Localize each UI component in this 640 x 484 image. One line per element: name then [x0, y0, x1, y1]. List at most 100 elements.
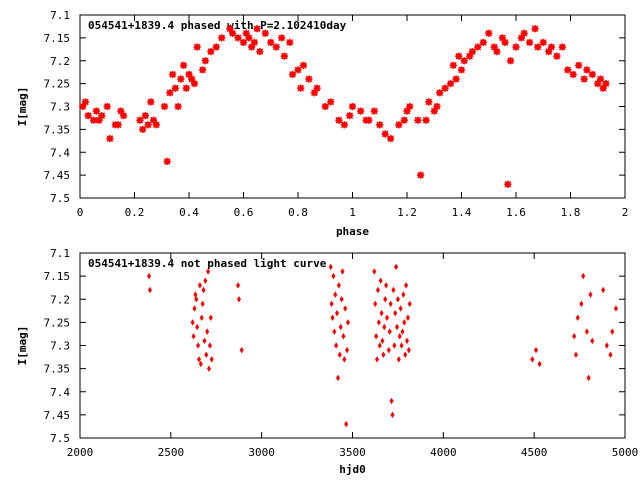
- phased-data-point: [468, 48, 476, 56]
- phased-data-point: [288, 70, 297, 79]
- phased-data-point: [395, 121, 403, 129]
- unphased-data-point: [396, 356, 401, 363]
- unphased-data-point: [533, 346, 538, 354]
- unphased-data-point: [196, 356, 201, 363]
- unphased-y-tick-label: 7.1: [50, 247, 70, 260]
- phased-data-point: [376, 121, 384, 129]
- phased-data-point: [580, 75, 588, 83]
- unphased-data-point: [604, 342, 609, 349]
- unphased-data-point: [395, 323, 400, 331]
- unphased-data-point: [400, 328, 405, 335]
- phased-data-point: [139, 125, 147, 133]
- phased-data-point: [193, 43, 201, 51]
- phased-data-point: [239, 38, 248, 47]
- unphased-data-point: [342, 356, 347, 363]
- unphased-data-point: [336, 282, 341, 289]
- unphased-data-point: [147, 272, 152, 280]
- unphased-data-point: [573, 351, 578, 358]
- phased-x-tick-label: 1.8: [561, 206, 581, 219]
- phased-x-tick-label: 0.6: [234, 206, 254, 219]
- phased-data-point: [417, 171, 425, 179]
- phased-data-point: [152, 121, 160, 129]
- phased-data-point: [414, 116, 422, 124]
- phased-x-tick-label: 1.2: [397, 206, 417, 219]
- phased-y-tick-label: 7.5: [50, 192, 70, 205]
- unphased-x-tick-label: 4500: [521, 446, 548, 459]
- phased-data-point: [602, 80, 610, 88]
- unphased-data-point: [209, 356, 214, 363]
- unphased-data-point: [405, 314, 410, 321]
- phased-data-point: [531, 25, 539, 33]
- unphased-data-point: [341, 333, 346, 340]
- unphased-data-point: [402, 319, 407, 326]
- phased-data-point: [261, 29, 269, 37]
- phased-data-point: [106, 134, 114, 143]
- unphased-y-tick-label: 7.5: [50, 432, 70, 445]
- phased-data-point: [547, 43, 556, 51]
- unphased-data-point: [330, 314, 335, 321]
- phased-data-point: [346, 112, 354, 120]
- phased-data-point: [381, 130, 389, 138]
- unphased-data-point: [335, 374, 340, 382]
- phased-data-point: [365, 116, 373, 124]
- phased-data-point: [457, 66, 466, 74]
- unphased-data-point: [199, 314, 204, 321]
- unphased-data-point: [195, 323, 200, 331]
- phased-data-point: [504, 180, 512, 188]
- phased-x-axis-label: phase: [336, 225, 369, 238]
- unphased-y-tick-label: 7.45: [44, 409, 71, 422]
- unphased-y-tick-label: 7.25: [44, 316, 71, 329]
- phased-data-point: [190, 80, 199, 88]
- phased-data-point: [199, 66, 207, 74]
- phased-data-point: [313, 84, 321, 92]
- unphased-data-point: [200, 300, 205, 308]
- unphased-y-tick-label: 7.4: [50, 386, 70, 399]
- unphased-data-point: [345, 346, 350, 354]
- unphased-data-point: [345, 319, 350, 326]
- phased-data-point: [136, 116, 144, 124]
- phased-data-point: [201, 57, 209, 65]
- unphased-chart-title: 054541+1839.4 not phased light curve: [88, 257, 327, 270]
- unphased-data-point: [207, 342, 212, 349]
- phased-data-point: [534, 43, 542, 51]
- unphased-data-point: [404, 282, 409, 289]
- unphased-y-tick-label: 7.15: [44, 270, 71, 283]
- unphased-data-point: [236, 296, 241, 303]
- phased-data-point: [460, 57, 468, 65]
- phased-data-point: [305, 75, 313, 83]
- phased-data-point: [596, 75, 605, 83]
- phased-data-point: [144, 121, 152, 129]
- phased-data-point: [103, 102, 111, 111]
- unphased-data-point: [328, 263, 333, 271]
- unphased-data-point: [405, 337, 409, 345]
- unphased-data-point: [393, 309, 398, 317]
- phased-x-tick-label: 0: [77, 206, 84, 219]
- unphased-data-point: [206, 365, 211, 372]
- phased-data-point: [171, 84, 179, 92]
- phased-data-point: [553, 52, 561, 60]
- phased-data-point: [169, 70, 177, 79]
- unphased-data-point: [391, 286, 396, 294]
- phased-data-point: [229, 29, 237, 37]
- unphased-data-point: [338, 323, 343, 331]
- phased-data-point: [267, 38, 275, 47]
- unphased-data-point: [581, 272, 586, 280]
- phased-data-point: [348, 102, 357, 111]
- unphased-y-tick-label: 7.2: [50, 293, 70, 306]
- unphased-y-axis-label: I[mag]: [16, 326, 29, 366]
- unphased-data-point: [203, 277, 208, 284]
- unphased-x-tick-label: 4000: [430, 446, 457, 459]
- phased-data-point: [400, 116, 408, 124]
- phased-y-tick-label: 7.35: [44, 123, 71, 136]
- unphased-data-point: [530, 356, 535, 363]
- phased-data-point: [248, 43, 256, 51]
- phased-y-tick-label: 7.45: [44, 169, 71, 182]
- unphased-x-axis-label: hjd0: [339, 463, 366, 476]
- phased-data-point: [564, 66, 572, 74]
- unphased-data-point: [332, 328, 337, 335]
- unphased-data-point: [389, 397, 394, 405]
- phased-data-point: [449, 61, 457, 69]
- unphased-data-point: [383, 296, 388, 303]
- phased-data-point: [433, 102, 441, 111]
- phased-data-point: [466, 52, 474, 60]
